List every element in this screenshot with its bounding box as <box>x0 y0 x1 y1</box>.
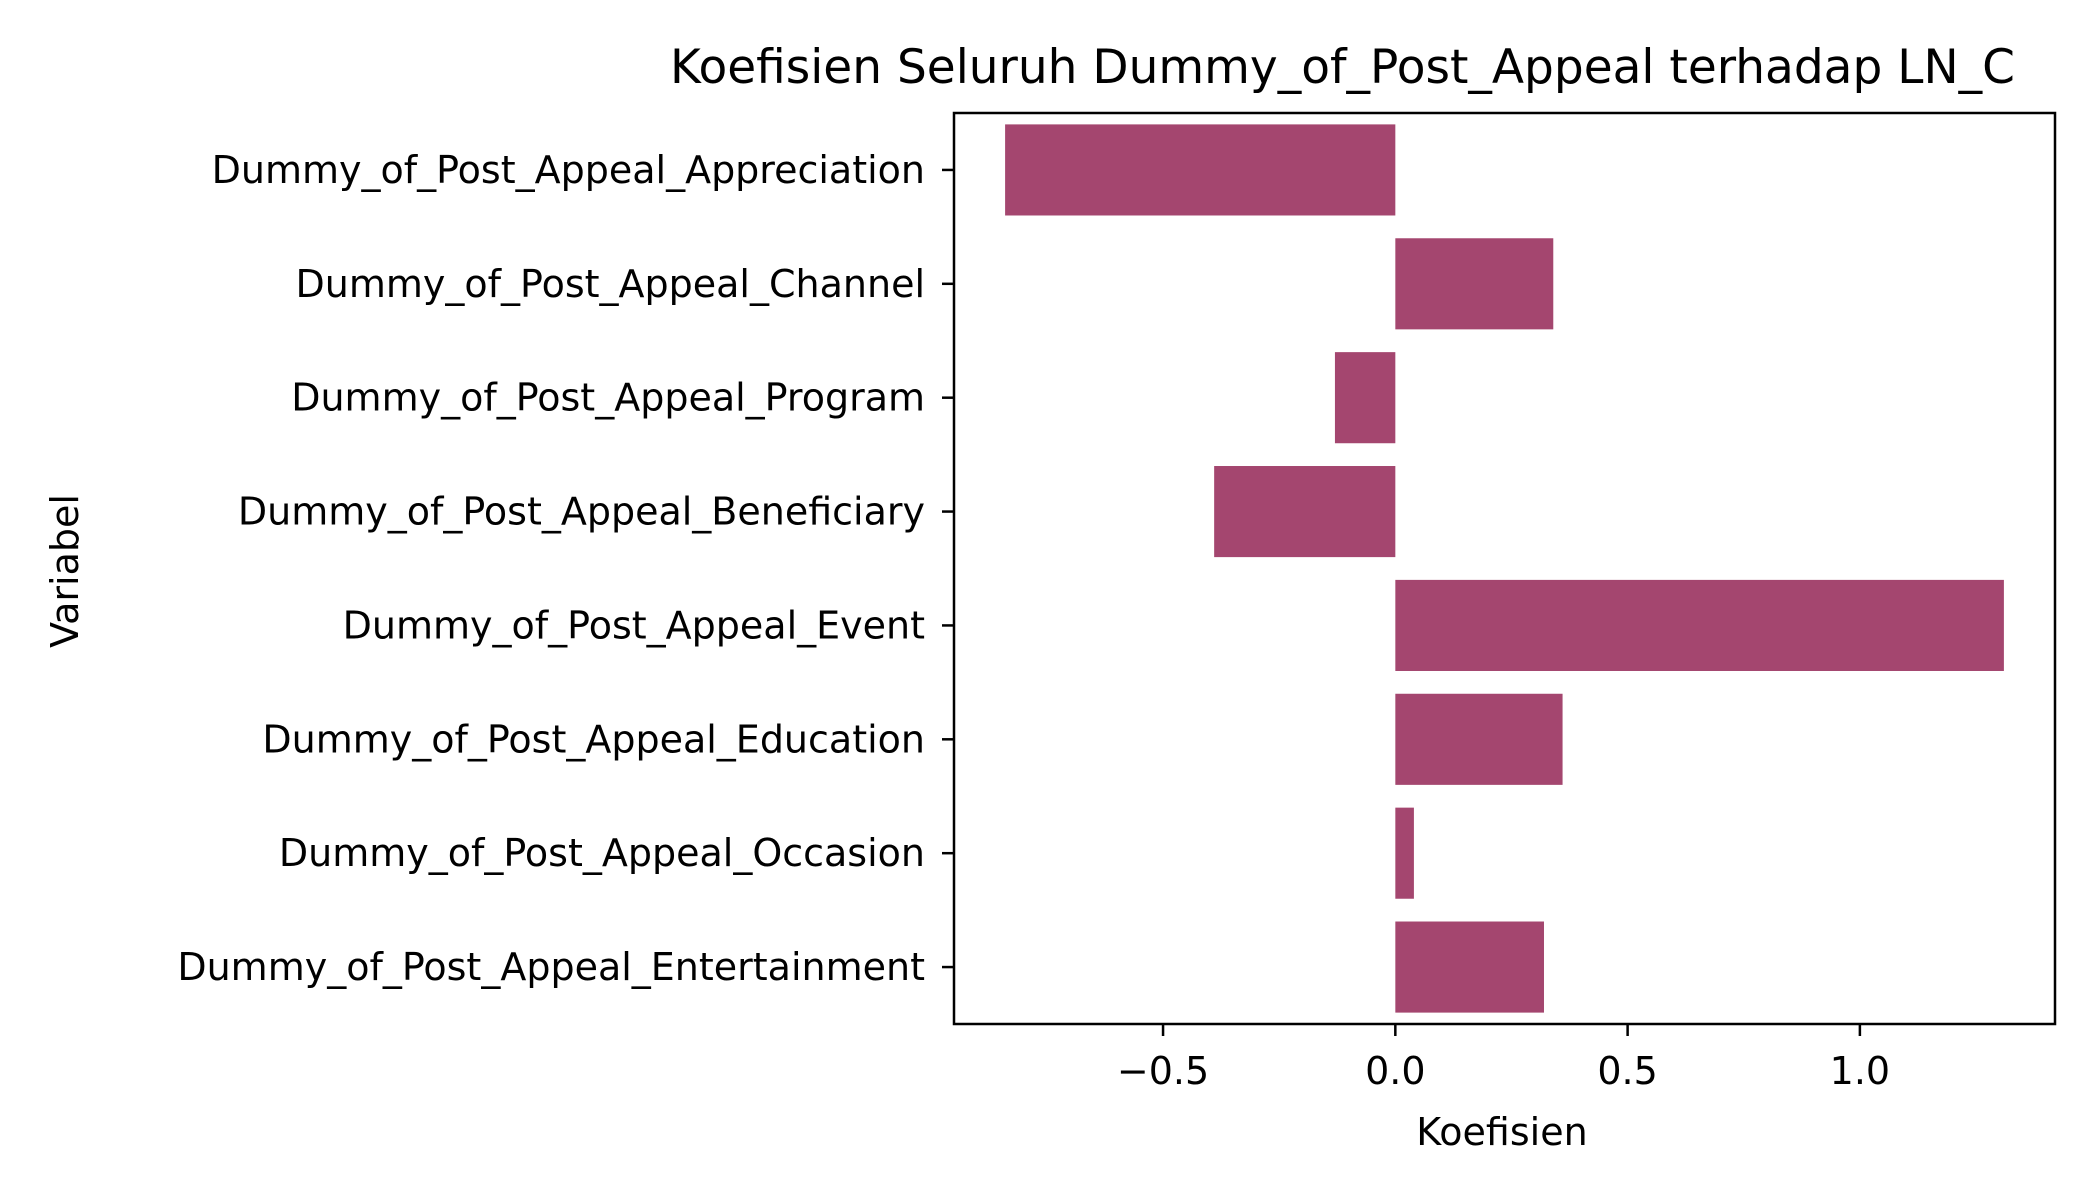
plot-frame <box>952 111 2057 1026</box>
y-tick-label-2: Dummy_of_Post_Appeal_Program <box>291 376 925 420</box>
x-tick-label-0: −0.5 <box>1117 1049 1209 1093</box>
bar-3 <box>1214 466 1396 558</box>
chart-title: Koefisien Seluruh Dummy_of_Post_Appeal t… <box>670 40 2015 95</box>
y-tick-label-5: Dummy_of_Post_Appeal_Education <box>262 717 925 761</box>
x-tick-label-1: 0.0 <box>1365 1049 1425 1093</box>
y-tick-label-7: Dummy_of_Post_Appeal_Entertainment <box>177 945 925 989</box>
y-tick-label-1: Dummy_of_Post_Appeal_Channel <box>296 262 925 306</box>
bars-layer <box>1005 124 2004 1013</box>
bar-7 <box>1395 921 1544 1013</box>
bar-2 <box>1334 352 1396 444</box>
bar-4 <box>1395 579 2004 671</box>
bar-6 <box>1395 807 1414 899</box>
y-tick-label-3: Dummy_of_Post_Appeal_Beneficiary <box>238 490 925 534</box>
y-tick-label-4: Dummy_of_Post_Appeal_Event <box>343 603 925 647</box>
ticks-layer: Dummy_of_Post_Appeal_Appreciation Dummy_o… <box>177 148 1890 1093</box>
bar-1 <box>1395 238 1554 330</box>
y-tick-label-6: Dummy_of_Post_Appeal_Occasion <box>279 831 925 875</box>
x-tick-label-2: 0.5 <box>1597 1049 1657 1093</box>
y-tick-label-0: Dummy_of_Post_Appeal_Appreciation <box>212 148 925 192</box>
x-axis-label: Koefisien <box>1416 1110 1587 1154</box>
y-axis-label: Variabel <box>43 494 87 648</box>
bar-5 <box>1395 693 1563 785</box>
bar-0 <box>1005 124 1396 216</box>
x-tick-label-3: 1.0 <box>1830 1049 1890 1093</box>
